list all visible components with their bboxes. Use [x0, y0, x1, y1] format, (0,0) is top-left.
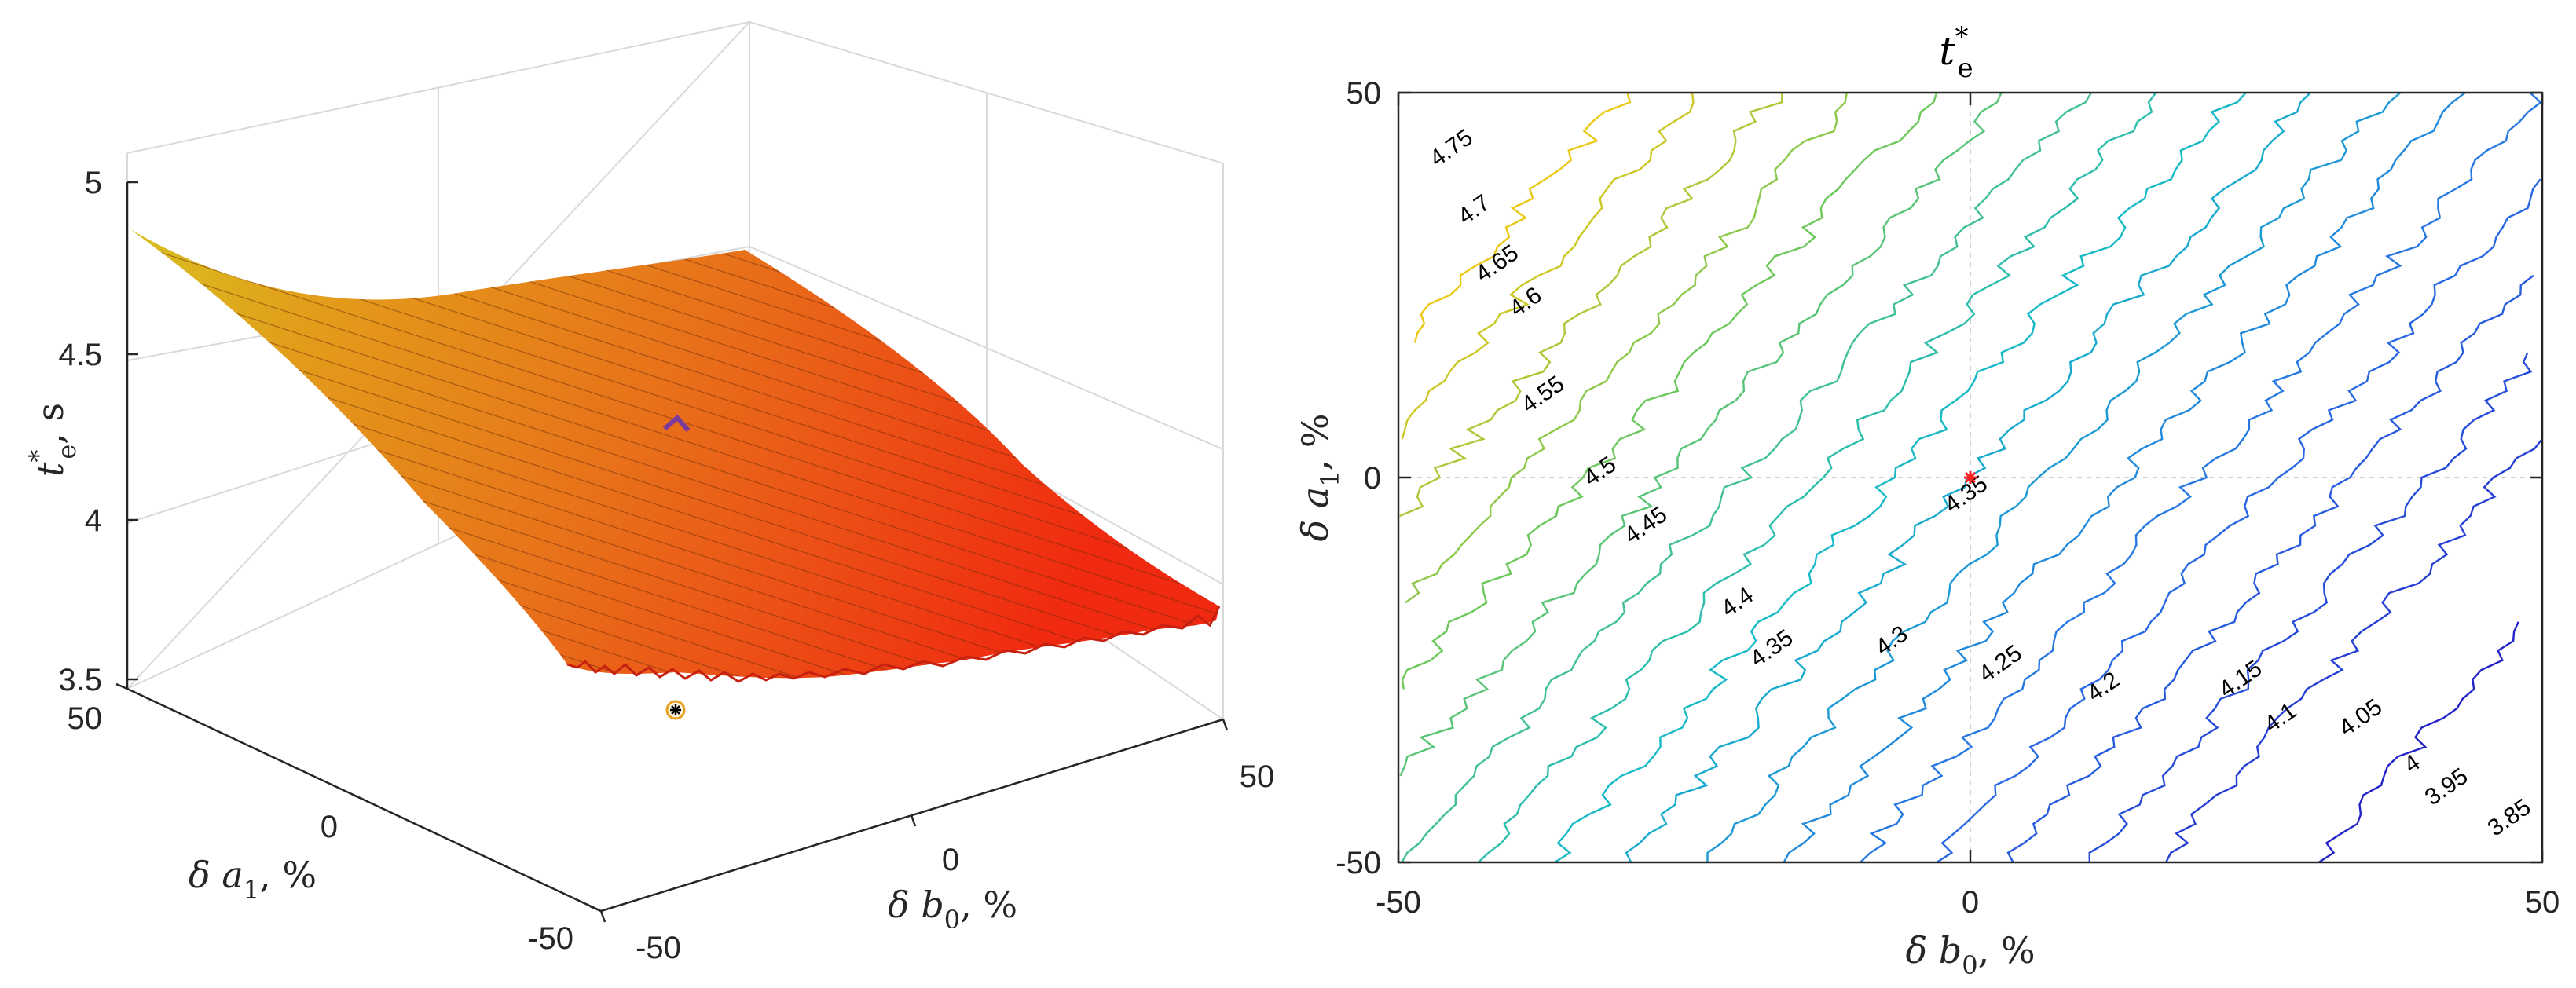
contour-y-tick-0: 0 — [1364, 461, 1381, 496]
contour-red-marker — [1964, 471, 1977, 484]
contour-x-tick-0: 0 — [1962, 885, 1979, 920]
right-wall-grid-z45 — [749, 246, 1224, 450]
y-tick-label-m50: -50 — [528, 921, 573, 956]
contour-line-4_5 — [1399, 92, 2003, 777]
y-tick-label-50: 50 — [68, 701, 103, 736]
y-tick-0 — [352, 793, 365, 801]
contour-y-label: δ a1, % — [1294, 413, 1345, 541]
contour-line-4 — [2088, 352, 2533, 863]
contour-line-4_1 — [1936, 178, 2541, 864]
contour-line-4_7 — [1401, 92, 1695, 440]
contour-x-tick-m50: -50 — [1376, 885, 1421, 920]
contour-line-4_55 — [1401, 92, 1938, 690]
surface-tick-marks — [115, 181, 1229, 923]
y-tick-50 — [115, 682, 128, 690]
contour-line-3_95 — [2165, 438, 2543, 863]
z-tick-label-35: 3.5 — [58, 663, 102, 697]
y-tick-m50 — [589, 905, 602, 913]
contour-line-4_25 — [1706, 92, 2402, 863]
contour-line-3_85 — [2318, 621, 2519, 864]
surface-z-label: t*e, s — [24, 403, 82, 477]
z-tick-label-4: 4 — [85, 503, 102, 538]
surface-y-label: δ a1, % — [189, 854, 317, 905]
surface-star-marker — [665, 700, 686, 720]
contour-y-tick-m50: -50 — [1336, 846, 1381, 880]
x-tick-label-m50: -50 — [636, 931, 681, 965]
contour-line-4_2 — [1783, 92, 2466, 863]
contour-x-label: δ b0, % — [1905, 929, 2035, 980]
contour-line-4_6 — [1405, 92, 1848, 604]
contour-title: t* e — [1939, 21, 1973, 84]
z-tick-label-45: 4.5 — [58, 338, 102, 372]
y-axis-line — [126, 687, 602, 913]
x-tick-50 — [1222, 719, 1229, 731]
surface-ridges — [130, 229, 1219, 679]
contour-line-4_65 — [1399, 92, 1783, 518]
x-tick-m50 — [599, 910, 606, 923]
surface-plot: 5 4.5 4 3.5 50 0 -50 -50 0 50 t*e, s δ a… — [24, 20, 1275, 965]
contour-y-tick-50: 50 — [1347, 76, 1382, 111]
contour-line-4_05 — [2006, 274, 2534, 863]
contour-line-4_35 — [1554, 92, 2247, 864]
surface-triangle-marker — [663, 414, 691, 432]
contour-line-4_45 — [1401, 92, 2093, 863]
contour-tick-marks — [1397, 91, 2544, 864]
x-tick-label-50: 50 — [1240, 759, 1275, 794]
contour-line-4_15 — [1860, 92, 2542, 863]
contour-x-tick-50: 50 — [2525, 885, 2560, 920]
y-tick-label-0: 0 — [321, 810, 338, 844]
x-tick-label-0: 0 — [942, 843, 959, 877]
contour-plot: 4.754.74.654.64.554.54.454.44.354.35 4.3 4… — [1294, 21, 2560, 980]
z-tick-label-5: 5 — [85, 166, 102, 200]
contour-line-4_4 — [1477, 92, 2157, 863]
surface-x-label: δ b0, % — [888, 884, 1017, 935]
contour-line-4_75 — [1413, 92, 1632, 343]
contour-lines — [1399, 92, 2543, 864]
surface-jagged-edge — [566, 606, 1221, 683]
x-tick-0 — [910, 814, 917, 827]
